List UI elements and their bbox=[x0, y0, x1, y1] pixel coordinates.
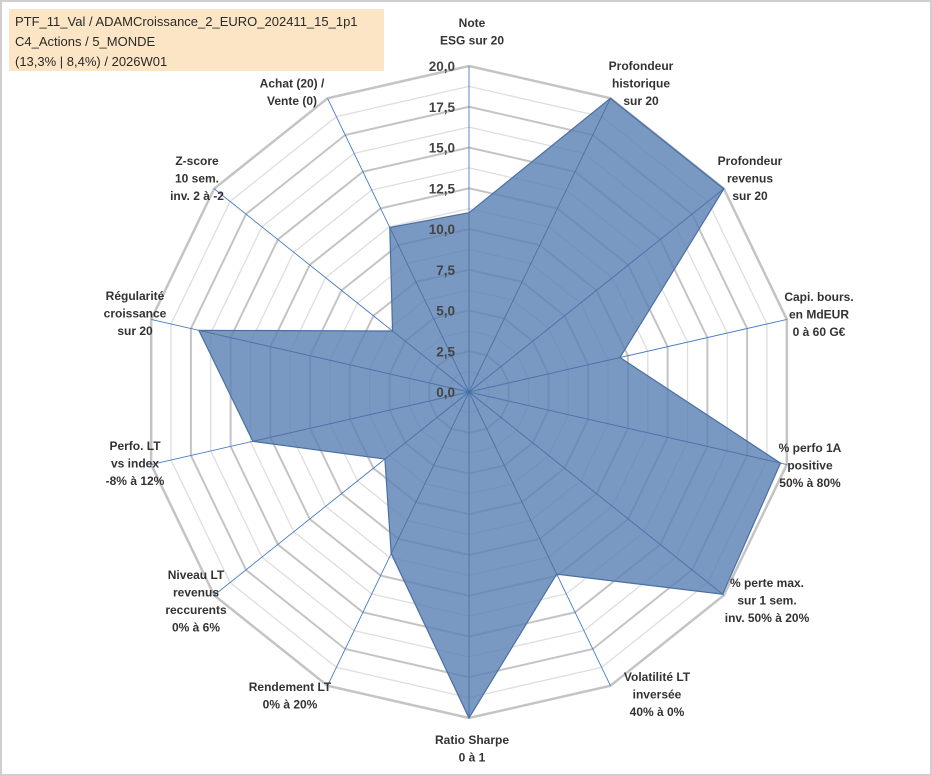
series-spoke bbox=[392, 330, 470, 393]
axis-label: Perfo. LT vs index -8% à 12% bbox=[106, 439, 165, 488]
tick-label: 20,0 bbox=[429, 59, 455, 74]
axis-label: Profondeur revenus sur 20 bbox=[718, 154, 783, 203]
axis-label: Z-score 10 sem. inv. 2 à -2 bbox=[170, 154, 224, 203]
tick-label: 0,0 bbox=[436, 385, 455, 400]
axis-label: Ratio Sharpe 0 à 1 bbox=[435, 733, 509, 765]
series-spoke bbox=[468, 98, 611, 393]
series-spoke bbox=[468, 391, 781, 464]
title-line-category: C4_Actions / 5_MONDE bbox=[15, 34, 156, 49]
axis-label: Niveau LT revenus reccurents 0% à 6% bbox=[165, 568, 227, 635]
series-spoke bbox=[468, 391, 558, 575]
tick-label: 15,0 bbox=[429, 141, 455, 156]
tick-label: 12,5 bbox=[429, 181, 456, 196]
series-spoke bbox=[390, 391, 470, 554]
series-spoke bbox=[468, 391, 723, 595]
axis-label: Capi. bours. en MdEUR 0 à 60 G€ bbox=[784, 290, 853, 339]
radial-tick-labels: 0,0 2,5 5,0 7,5 10,0 12,5 15,0 17,5 20,0 bbox=[429, 59, 456, 400]
axis-label: Rendement LT 0% à 20% bbox=[249, 680, 332, 712]
axis-label: Volatilité LT inversée 40% à 0% bbox=[624, 670, 691, 719]
tick-label: 2,5 bbox=[436, 344, 455, 359]
title-line-stats: (13,3% | 8,4%) / 2026W01 bbox=[15, 54, 168, 69]
series-spoke bbox=[384, 391, 470, 460]
tick-label: 17,5 bbox=[429, 100, 456, 115]
axis-labels: Note ESG sur 20 Profondeur historique sur 20… bbox=[104, 16, 854, 765]
axis-label: Régularité croissance sur 20 bbox=[104, 289, 167, 338]
tick-label: 5,0 bbox=[436, 304, 455, 319]
series-spoke bbox=[252, 391, 470, 442]
series-spoke bbox=[198, 329, 470, 393]
tick-label: 7,5 bbox=[436, 263, 455, 278]
tick-label: 10,0 bbox=[429, 222, 455, 237]
title-line-portfolio: PTF_11_Val / ADAMCroissance_2_EURO_20241… bbox=[15, 14, 358, 29]
axis-label: % perte max. sur 1 sem. inv. 50% à 20% bbox=[725, 576, 810, 625]
series-spoke bbox=[468, 188, 725, 393]
axis-label: Profondeur historique sur 20 bbox=[609, 59, 674, 108]
series-spoke bbox=[468, 357, 621, 393]
series-spoke bbox=[389, 227, 470, 393]
radar-series bbox=[197, 97, 782, 720]
chart-title-box: PTF_11_Val / ADAMCroissance_2_EURO_20241… bbox=[9, 9, 384, 71]
axis-label: Note ESG sur 20 bbox=[440, 16, 504, 48]
axis-label: % perfo 1A positive 50% à 80% bbox=[779, 441, 842, 490]
